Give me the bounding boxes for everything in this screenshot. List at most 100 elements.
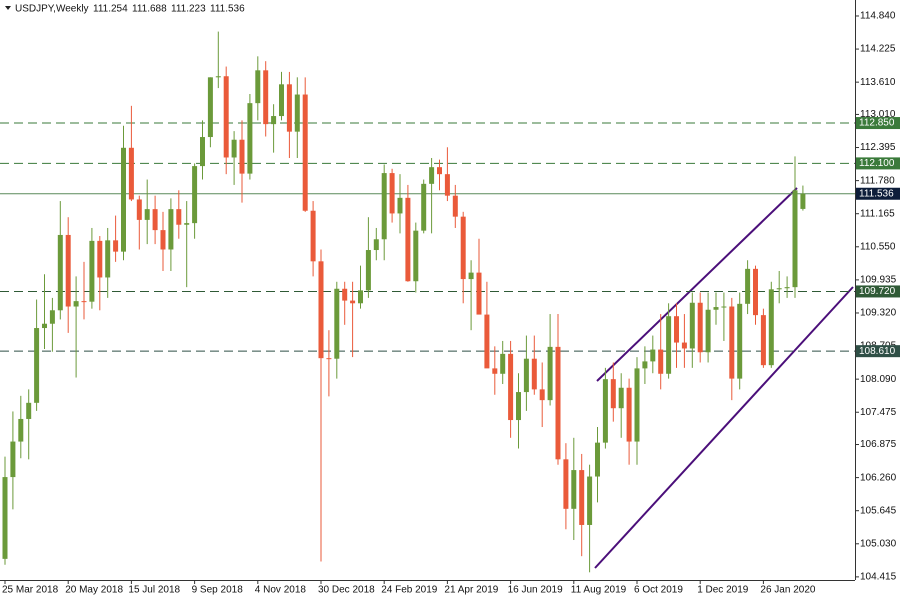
candle-body [34, 328, 40, 403]
candle-body [760, 315, 766, 366]
candle-body [753, 268, 758, 316]
candle-body [452, 195, 458, 217]
candle-body [784, 287, 790, 289]
candle-body [318, 261, 324, 359]
y-tick-label: 105.030 [860, 538, 897, 549]
candle-body [642, 361, 648, 369]
candle-body [579, 470, 585, 525]
candle-body [626, 387, 632, 442]
candle-body [595, 442, 600, 477]
candle-body [460, 216, 466, 280]
candle-body [729, 306, 735, 379]
candle-body [713, 307, 719, 310]
y-tick-label: 108.090 [860, 374, 897, 385]
candle-body [49, 310, 55, 324]
candle-body [263, 70, 269, 125]
y-tick-label: 111.165 [860, 208, 895, 219]
candle-body [776, 288, 782, 290]
candle-body [184, 223, 190, 225]
candle-body [500, 353, 506, 374]
candle-body [121, 147, 126, 252]
candle-body [176, 209, 182, 225]
x-tick-label: 16 Jun 2019 [508, 585, 563, 596]
x-tick-label: 9 Sep 2018 [192, 585, 244, 596]
candle-body [737, 303, 743, 379]
candle-body [207, 77, 213, 138]
candle-body [587, 476, 593, 525]
x-tick-label: 20 May 2018 [65, 585, 123, 596]
candle-body [65, 234, 71, 307]
candle-body [721, 306, 727, 308]
candle-body [342, 288, 348, 301]
y-tick-label: 113.010 [860, 109, 896, 120]
candle-body [2, 477, 8, 559]
level-label-box [856, 285, 900, 298]
level-label-box [856, 117, 900, 130]
candle-body [97, 240, 103, 278]
candle-body [144, 209, 150, 220]
y-tick-label: 104.415 [860, 572, 897, 583]
candle-body [326, 358, 332, 360]
candle-body [602, 379, 608, 443]
candle-body [429, 167, 435, 184]
channel-upper [596, 187, 798, 382]
y-tick-label: 107.475 [860, 407, 897, 418]
level-label: 109.720 [859, 286, 896, 297]
candle-body [508, 353, 514, 421]
candle-body [294, 94, 300, 132]
symbol-menu-icon[interactable] [5, 6, 11, 10]
candle-body [136, 199, 142, 220]
candle-body [373, 239, 379, 251]
candle-body [42, 323, 47, 329]
y-tick-label: 114.225 [860, 44, 896, 55]
candle-body [200, 137, 205, 167]
candle-body [618, 387, 624, 409]
candle-body [57, 234, 63, 311]
header-close: 111.536 [210, 4, 245, 15]
candle-body [26, 402, 32, 419]
candle-body [444, 174, 450, 196]
candle-body [792, 190, 798, 288]
level-label: 112.100 [859, 158, 895, 169]
price-label-box [856, 187, 900, 200]
candle-body [405, 197, 411, 282]
candle-body [800, 193, 806, 209]
candle-body [697, 302, 703, 353]
candle-body [223, 76, 229, 158]
x-tick-label: 1 Dec 2019 [697, 585, 749, 596]
x-tick-label: 15 Jul 2018 [128, 585, 180, 596]
candle-body [105, 240, 111, 278]
y-tick-label: 110.550 [860, 241, 896, 252]
candle-body [358, 290, 363, 304]
x-tick-label: 26 Jan 2020 [760, 585, 815, 596]
candle-body [152, 209, 158, 231]
y-tick-label: 114.840 [860, 11, 896, 22]
candle-body [247, 103, 253, 174]
x-tick-label: 11 Aug 2019 [571, 585, 627, 596]
symbol: USDJPY,Weekly [15, 4, 89, 15]
candle-body [650, 349, 656, 362]
candle-body [681, 342, 687, 349]
candle-body [705, 309, 711, 353]
candle-body [563, 459, 569, 509]
candle-body [571, 470, 577, 509]
y-tick-label: 105.645 [860, 505, 897, 516]
y-tick-label: 111.780 [860, 175, 895, 186]
x-tick-label: 4 Nov 2018 [255, 585, 307, 596]
candle-body [73, 301, 79, 307]
y-tick-label: 113.610 [860, 77, 896, 88]
y-tick-label: 109.935 [860, 275, 897, 286]
candle-body [531, 358, 537, 390]
level-label-box [856, 157, 900, 170]
y-tick-label: 106.875 [860, 439, 897, 450]
candle-body [113, 240, 119, 252]
candle-body [745, 268, 751, 304]
candle-body [476, 272, 482, 315]
level-label: 108.610 [859, 346, 896, 357]
candle-body [381, 173, 387, 240]
candle-body [468, 272, 474, 280]
candle-body [421, 183, 427, 231]
price-label: 111.536 [859, 188, 894, 199]
